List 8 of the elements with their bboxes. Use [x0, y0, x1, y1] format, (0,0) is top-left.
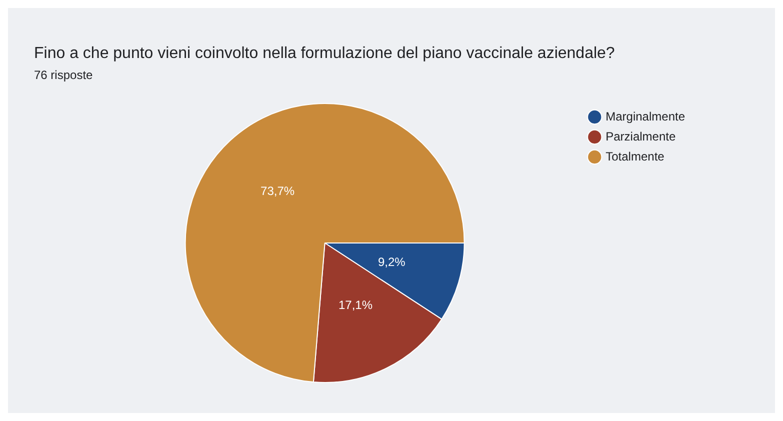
data-label: 9,2%: [378, 255, 406, 270]
text: 76 risposte: [33, 67, 94, 83]
legend-label: Parzialmente: [606, 129, 676, 144]
legend-label: Marginalmente: [606, 109, 686, 124]
data-label: 17,1%: [338, 298, 373, 312]
legend-label: Totalmente: [606, 149, 665, 164]
chart-title: Fino a che punto vieni coinvolto nella formulazione del piano vaccinale aziendale?: [33, 44, 616, 64]
data-label: 73,7%: [260, 184, 295, 198]
